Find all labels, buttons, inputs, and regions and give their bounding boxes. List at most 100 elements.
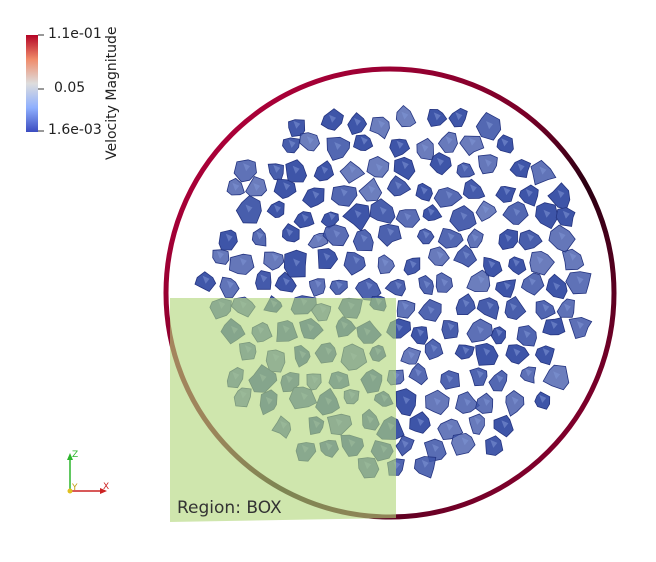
color-legend: 1.1e-01 0.05 1.6e-03 [0, 0, 140, 170]
particle-highlight [427, 207, 435, 216]
particle-highlight [387, 227, 395, 236]
particle-highlight [421, 143, 429, 152]
particle-highlight [553, 371, 561, 380]
particle [468, 413, 485, 435]
particle-highlight [436, 251, 444, 260]
particle-highlight [225, 233, 233, 242]
particle-highlight [421, 459, 429, 468]
particle [393, 156, 416, 181]
particle [228, 253, 255, 275]
particle-highlight [353, 256, 361, 265]
particle-highlight [321, 165, 329, 174]
particle-highlight [525, 368, 533, 377]
region-label: Region: BOX [177, 498, 282, 518]
particle-highlight [396, 140, 404, 149]
particle [266, 200, 285, 219]
particle-highlight [283, 182, 291, 191]
particle [433, 187, 463, 208]
particle-highlight [542, 303, 550, 312]
particle-highlight [542, 347, 550, 356]
particle-highlight [273, 164, 281, 173]
particle-highlight [271, 253, 279, 262]
particle-highlight [239, 257, 247, 266]
axis-z-label: Z [72, 450, 79, 460]
particle-highlight [436, 157, 444, 166]
particle [534, 345, 555, 366]
particle-highlight [527, 233, 535, 242]
particle-highlight [447, 232, 455, 241]
particle-highlight [504, 233, 512, 242]
particle-highlight [490, 439, 498, 448]
particle-highlight [409, 260, 417, 269]
region-box[interactable] [170, 298, 396, 522]
particle [330, 185, 358, 207]
particle-highlight [401, 161, 409, 170]
particle-highlight [496, 374, 504, 383]
particle-highlight [245, 204, 253, 213]
particle-highlight [433, 397, 441, 406]
particle [302, 187, 325, 208]
particle-highlight [501, 138, 509, 147]
particle-highlight [401, 302, 409, 311]
particle-highlight [477, 275, 485, 284]
particle-highlight [553, 282, 561, 291]
particle-highlight [462, 299, 470, 308]
particle-highlight [476, 325, 484, 334]
particle-highlight [539, 166, 547, 175]
particle-highlight [523, 330, 531, 339]
particle [326, 136, 351, 161]
particle-highlight [314, 279, 322, 288]
particle [504, 295, 527, 321]
particle-highlight [243, 163, 251, 172]
colorbar [26, 35, 38, 132]
particle [483, 256, 503, 278]
particle-highlight [461, 437, 469, 446]
particle-highlight [543, 209, 551, 218]
particle-highlight [323, 252, 331, 261]
particle-highlight [427, 306, 435, 315]
particle-highlight [348, 165, 356, 174]
particle-highlight [360, 234, 368, 243]
particle-highlight [216, 251, 224, 260]
particle [475, 392, 494, 414]
particle-highlight [402, 396, 410, 405]
particle-highlight [253, 182, 261, 191]
particle [459, 135, 485, 157]
particle-highlight [484, 158, 492, 167]
particle [476, 297, 500, 321]
particle-highlight [474, 416, 482, 425]
particle [508, 256, 527, 276]
particle-highlight [462, 251, 470, 260]
particle [451, 432, 476, 456]
particle-highlight [445, 136, 453, 145]
particle-highlight [536, 256, 544, 265]
particle-highlight [503, 187, 511, 196]
particle-highlight [375, 163, 383, 172]
particle-highlight [329, 114, 337, 123]
particle-highlight [468, 137, 476, 146]
particle-highlight [256, 231, 264, 240]
particle-highlight [445, 190, 453, 199]
particle-highlight [511, 396, 519, 405]
particle-highlight [576, 276, 584, 285]
particle [469, 367, 488, 387]
particle-highlight [333, 229, 341, 238]
particle-highlight [226, 280, 234, 289]
particle-highlight [368, 185, 376, 194]
particle-highlight [379, 206, 387, 215]
legend-mid-label: 0.05 [54, 80, 86, 96]
particle-highlight [407, 351, 415, 360]
particle-highlight [420, 186, 428, 195]
particle-highlight [509, 303, 517, 312]
particle-highlight [417, 328, 425, 337]
particle-highlight [414, 368, 422, 377]
particle-highlight [334, 141, 342, 150]
particle-highlight [422, 230, 430, 239]
particle [495, 279, 517, 298]
particle-highlight [315, 234, 323, 243]
particle-highlight [354, 209, 362, 218]
particle-highlight [292, 165, 300, 174]
particle-highlight [469, 184, 477, 193]
particle-highlight [335, 281, 343, 290]
